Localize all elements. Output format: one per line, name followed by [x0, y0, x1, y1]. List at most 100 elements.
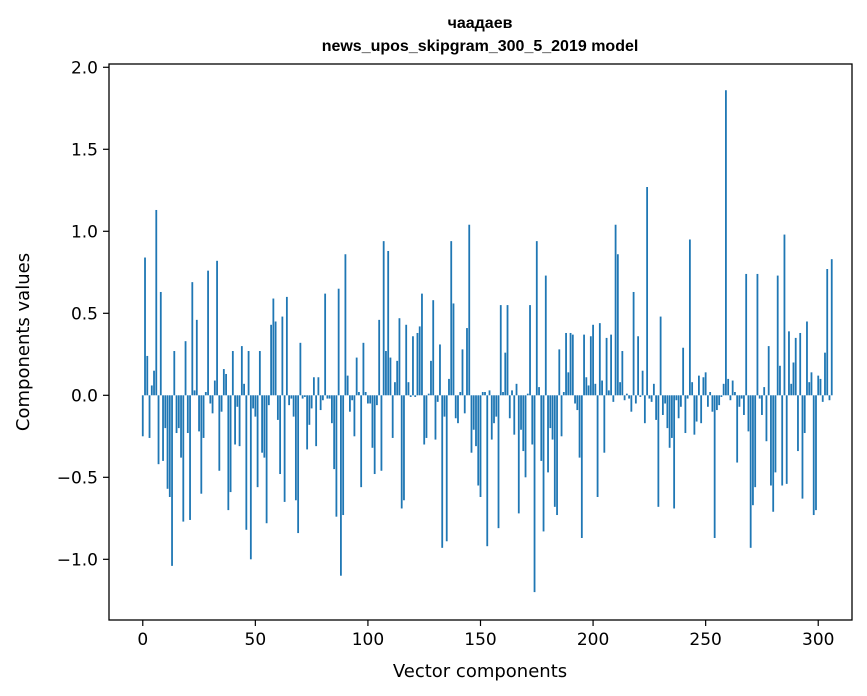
bar [222, 369, 225, 396]
bar [157, 395, 160, 465]
bar [231, 351, 234, 396]
bar [369, 395, 372, 404]
bar [679, 395, 682, 407]
bar [200, 395, 203, 494]
bar [731, 380, 734, 396]
bar [643, 395, 646, 424]
bar [713, 395, 716, 538]
bar [783, 234, 786, 396]
bar [216, 260, 218, 396]
bar [558, 349, 561, 396]
bar [294, 395, 297, 501]
bar [450, 241, 453, 396]
bar [159, 291, 162, 396]
bar [565, 332, 567, 396]
bar [184, 341, 187, 396]
y-tick-label: 2.0 [71, 58, 98, 78]
bar [812, 395, 815, 516]
bar [785, 395, 788, 484]
bar [788, 331, 790, 396]
bar [569, 332, 572, 396]
bar [688, 239, 691, 396]
bar [155, 209, 158, 396]
bar [189, 395, 191, 520]
bar [177, 395, 180, 429]
bar [792, 362, 795, 396]
bar [758, 395, 761, 399]
bar [141, 395, 144, 437]
y-tick-label: 1.0 [71, 222, 98, 242]
bar [153, 370, 155, 396]
bar [538, 387, 540, 396]
bar [276, 395, 279, 420]
bar [535, 241, 538, 396]
bar [716, 395, 718, 411]
bar [263, 395, 266, 458]
bar [385, 351, 387, 396]
bar [240, 346, 243, 396]
bar [389, 357, 392, 396]
bar [319, 395, 322, 411]
bar [499, 305, 502, 396]
bar [324, 293, 327, 396]
y-tick-label: 0.5 [71, 304, 98, 324]
bar [752, 395, 754, 506]
bar [506, 305, 509, 396]
bar [722, 383, 725, 396]
x-tick-label: 0 [137, 630, 148, 650]
bar [310, 395, 313, 409]
x-axis-ticks: 0 50 100 150 200 250 300 [137, 620, 834, 650]
bar [666, 395, 669, 429]
bar [432, 300, 435, 396]
bar [387, 250, 390, 396]
bar [639, 395, 642, 397]
bar [830, 259, 833, 396]
bar [511, 390, 513, 396]
bar [634, 395, 637, 404]
bar [743, 395, 745, 415]
bar [407, 382, 410, 396]
bar [531, 395, 534, 445]
bar [596, 395, 599, 497]
bar [779, 365, 781, 396]
bar [238, 395, 241, 447]
bar [308, 395, 311, 425]
bar [472, 395, 475, 430]
bar [700, 395, 703, 424]
bar [220, 395, 223, 412]
bar [202, 395, 205, 438]
bar [686, 395, 689, 399]
plot-frame [108, 63, 853, 621]
bar [150, 385, 153, 396]
bar [515, 383, 518, 396]
bar [256, 395, 259, 488]
bar [297, 395, 300, 534]
bar [806, 321, 808, 396]
bar [529, 305, 531, 396]
bar [301, 395, 304, 399]
x-tick-label: 250 [689, 630, 721, 650]
bar [418, 326, 421, 396]
bar [213, 380, 216, 396]
bar [772, 395, 775, 512]
bar [781, 395, 784, 486]
bar [470, 395, 473, 453]
bar [488, 390, 491, 396]
bar [430, 360, 432, 396]
bar [614, 224, 617, 396]
bar [477, 395, 480, 486]
x-tick-label: 100 [352, 630, 384, 650]
bar [328, 395, 331, 399]
bar [648, 395, 651, 399]
bar [335, 395, 338, 517]
bar [607, 390, 610, 396]
bars-group [141, 90, 833, 593]
bar [211, 395, 214, 414]
bar [718, 395, 721, 406]
bar [265, 395, 268, 524]
bar [655, 395, 658, 420]
bar [146, 355, 149, 396]
bar [299, 342, 302, 396]
bar [657, 395, 660, 507]
bar [628, 395, 630, 399]
